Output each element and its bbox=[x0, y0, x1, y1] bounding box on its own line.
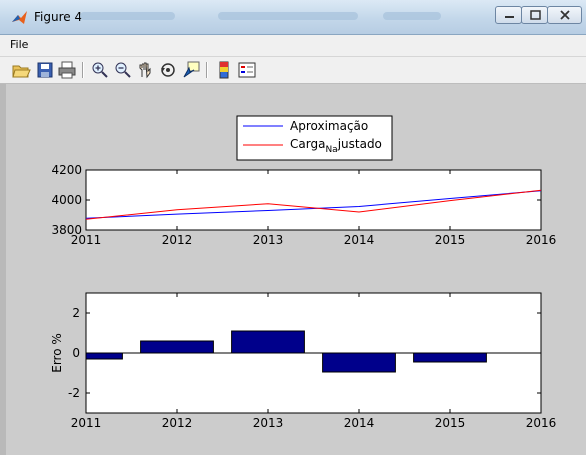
bar-chart-xtick-label: 2013 bbox=[253, 416, 284, 430]
bar-chart-xtick-label: 2016 bbox=[526, 416, 557, 430]
colorbar-button[interactable] bbox=[214, 60, 234, 80]
bar bbox=[413, 352, 487, 363]
bar-chart-xtick-label: 2012 bbox=[162, 416, 193, 430]
bar-chart-xtick-label: 2015 bbox=[435, 416, 466, 430]
pan-icon bbox=[139, 62, 151, 79]
legend-label-carga-rest: justado bbox=[337, 137, 382, 151]
title-bar: Figure 4 bbox=[0, 0, 586, 35]
print-icon bbox=[58, 61, 76, 79]
line-chart-ytick-label: 3800 bbox=[51, 223, 82, 237]
line-series-aproximacao bbox=[85, 190, 542, 219]
line-chart-plot-area bbox=[85, 169, 542, 231]
minimize-icon bbox=[505, 16, 514, 18]
line-chart-xtick-label: 2015 bbox=[435, 233, 466, 247]
legend: Aproximação CargaNajustado bbox=[236, 115, 393, 161]
zoom-out-icon bbox=[115, 62, 131, 78]
save-button[interactable] bbox=[35, 60, 55, 80]
bar bbox=[231, 330, 305, 354]
zoom-in-button[interactable] bbox=[90, 60, 110, 80]
legend-button[interactable] bbox=[237, 60, 257, 80]
line-chart-xtick-label: 2016 bbox=[526, 233, 557, 247]
legend-icon bbox=[238, 62, 256, 78]
line-chart-xtick-label: 2013 bbox=[253, 233, 284, 247]
toolbar-separator bbox=[82, 62, 84, 78]
blurred-tab bbox=[383, 12, 441, 20]
bar-chart-ytick-label: 0 bbox=[72, 346, 80, 360]
bar-chart-xtick-label: 2011 bbox=[71, 416, 102, 430]
bar bbox=[85, 352, 123, 360]
rotate-3d-icon bbox=[161, 63, 175, 77]
line-series-carga bbox=[85, 189, 542, 220]
bar-chart-axes: 2011 2012 2013 2014 2015 2016 -2 0 2 Erro % bbox=[50, 292, 557, 430]
blurred-tab bbox=[80, 12, 175, 20]
toolbar bbox=[0, 57, 586, 84]
legend-box bbox=[236, 115, 393, 161]
figure-plots: Aproximação CargaNajustado 2011 2012 2013 2… bbox=[50, 115, 557, 430]
colorbar-icon bbox=[219, 61, 229, 79]
minimize-button[interactable] bbox=[495, 6, 522, 24]
maximize-icon bbox=[530, 10, 541, 20]
print-button[interactable] bbox=[57, 60, 77, 80]
menu-bar: File bbox=[0, 35, 586, 57]
bar bbox=[140, 340, 214, 354]
rotate-3d-button[interactable] bbox=[158, 60, 178, 80]
bar-chart-ytick-label: -2 bbox=[68, 386, 80, 400]
close-icon bbox=[560, 10, 570, 20]
matlab-icon bbox=[12, 11, 27, 24]
line-chart-ytick-label: 4000 bbox=[51, 193, 82, 207]
bar-chart-ytick-label: 2 bbox=[72, 306, 80, 320]
toolbar-separator bbox=[206, 62, 208, 78]
legend-label-carga-sub: Na bbox=[325, 145, 337, 155]
line-chart-xtick-label: 2012 bbox=[162, 233, 193, 247]
blurred-tab bbox=[218, 12, 358, 20]
open-icon bbox=[12, 65, 31, 78]
close-button[interactable] bbox=[547, 6, 582, 24]
line-chart-xtick-label: 2014 bbox=[344, 233, 375, 247]
legend-label-carga-main: Carga bbox=[290, 137, 325, 151]
zoom-out-button[interactable] bbox=[113, 60, 133, 80]
open-button[interactable] bbox=[11, 60, 31, 80]
maximize-button[interactable] bbox=[521, 6, 548, 24]
window-left-edge bbox=[0, 84, 6, 455]
bar bbox=[322, 352, 396, 373]
data-cursor-button[interactable] bbox=[181, 60, 201, 80]
menu-file[interactable]: File bbox=[10, 38, 29, 51]
bar-chart-ylabel: Erro % bbox=[50, 333, 64, 373]
line-chart-axes: 2011 2012 2013 2014 2015 2016 3800 4000 4200 bbox=[51, 163, 556, 247]
bar-chart-xtick-label: 2014 bbox=[344, 416, 375, 430]
window-title: Figure 4 bbox=[34, 10, 83, 24]
line-chart-xtick-label: 2011 bbox=[71, 233, 102, 247]
pan-button[interactable] bbox=[136, 60, 156, 80]
line-chart-ytick-label: 4200 bbox=[51, 163, 82, 177]
zoom-in-icon bbox=[92, 62, 108, 78]
legend-label-carga: CargaNajustado bbox=[290, 137, 382, 155]
legend-label-aproximacao: Aproximação bbox=[290, 119, 368, 133]
data-cursor-icon bbox=[183, 61, 200, 78]
save-icon bbox=[37, 62, 53, 78]
